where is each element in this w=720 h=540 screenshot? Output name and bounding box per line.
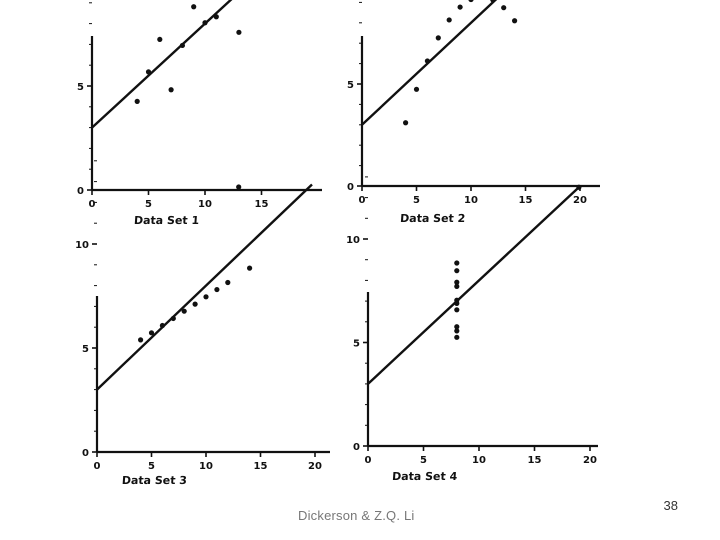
regression-line xyxy=(96,183,313,391)
data-point xyxy=(501,5,507,11)
dataset-caption: Data Set 1 xyxy=(134,214,200,227)
x-tick-label: 0 xyxy=(89,199,96,210)
x-tick-label: 15 xyxy=(254,461,268,472)
x-tick-label: 5 xyxy=(145,199,152,210)
data-point xyxy=(159,322,165,329)
x-tick-label: 10 xyxy=(472,455,486,466)
y-tick-label: 0 xyxy=(347,182,354,193)
data-point xyxy=(134,98,140,104)
data-point xyxy=(468,0,474,3)
x-tick-label: 5 xyxy=(413,195,420,206)
page-number: 38 xyxy=(663,498,678,513)
data-point xyxy=(225,279,231,286)
data-point xyxy=(202,20,208,26)
data-point xyxy=(236,184,242,190)
scatter-panel-3: 0 5 10 15 20 0 5 10 Data Set 3 xyxy=(75,160,330,487)
regression-line xyxy=(361,0,498,126)
dataset-caption: Data Set 4 xyxy=(392,470,458,483)
y-tick-label: 0 xyxy=(77,186,84,197)
data-point xyxy=(454,268,460,274)
x-tick-label: 5 xyxy=(420,455,427,466)
data-point xyxy=(192,301,198,307)
x-tick-label: 20 xyxy=(583,455,597,466)
regression-line xyxy=(367,185,581,385)
y-tick-label: 0 xyxy=(353,442,360,453)
data-point xyxy=(157,36,163,43)
dataset-caption: Data Set 3 xyxy=(121,474,187,487)
data-point xyxy=(170,315,176,322)
y-tick-label: 5 xyxy=(353,339,360,350)
data-point xyxy=(576,184,582,190)
data-point xyxy=(454,324,460,330)
data-point xyxy=(454,307,460,313)
data-point xyxy=(446,17,452,23)
data-point xyxy=(454,279,460,285)
data-point xyxy=(213,14,219,20)
scatter-panel-1: 0510150510Data Set 1 xyxy=(77,0,322,227)
data-point xyxy=(138,337,144,343)
data-point xyxy=(403,120,409,126)
data-point xyxy=(236,29,242,35)
data-point xyxy=(181,308,187,314)
x-tick-label: 0 xyxy=(94,461,101,472)
data-point xyxy=(490,0,496,3)
footer-credit: Dickerson & Z.Q. Li xyxy=(298,508,415,523)
x-tick-label: 0 xyxy=(359,195,366,206)
x-tick-label: 0 xyxy=(365,455,372,466)
data-point xyxy=(203,294,209,300)
data-point xyxy=(148,330,155,336)
dataset-caption: Data Set 2 xyxy=(400,212,466,225)
data-point xyxy=(247,265,253,271)
data-point xyxy=(214,286,220,293)
y-tick-label: 5 xyxy=(77,82,84,93)
data-point xyxy=(457,4,463,10)
data-point xyxy=(454,260,460,266)
data-point xyxy=(179,42,185,49)
y-tick-label: 10 xyxy=(346,235,360,246)
data-point xyxy=(454,300,460,306)
data-point xyxy=(424,58,430,64)
data-point xyxy=(454,283,460,290)
data-point xyxy=(435,35,441,41)
x-tick-label: 20 xyxy=(308,461,322,472)
data-point xyxy=(191,4,197,10)
y-tick-label: 10 xyxy=(75,240,89,251)
data-point xyxy=(511,18,518,24)
regression-line xyxy=(91,0,233,129)
x-tick-label: 15 xyxy=(255,199,269,210)
x-tick-label: 10 xyxy=(199,461,213,472)
x-tick-label: 10 xyxy=(198,199,212,210)
scatter-panel-4: 0 5 10 15 20 0 5 10 Data Set 4 xyxy=(346,176,598,483)
y-tick-label: 5 xyxy=(347,80,354,91)
y-tick-label: 0 xyxy=(82,448,89,459)
data-point xyxy=(413,86,420,92)
x-tick-label: 10 xyxy=(464,195,478,206)
data-point xyxy=(168,87,174,93)
x-tick-label: 20 xyxy=(573,195,587,206)
data-point xyxy=(454,334,460,340)
x-tick-label: 5 xyxy=(148,461,155,472)
x-tick-label: 15 xyxy=(519,195,533,206)
y-tick-label: 5 xyxy=(82,344,89,355)
data-point xyxy=(145,69,152,75)
data-point xyxy=(454,328,460,334)
x-tick-label: 15 xyxy=(528,455,542,466)
